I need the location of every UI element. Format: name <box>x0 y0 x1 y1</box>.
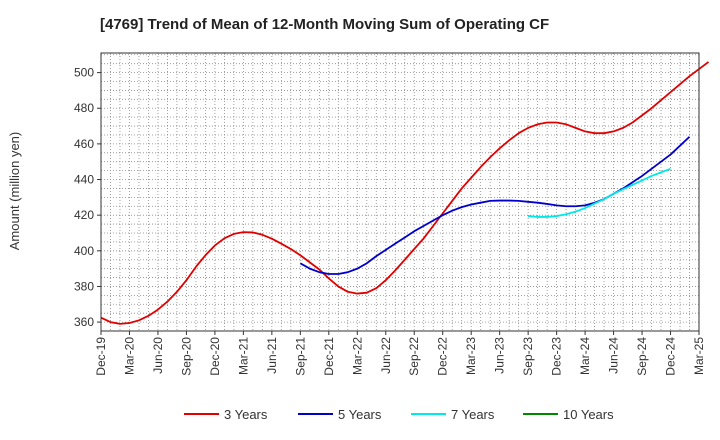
y-tick-label: 400 <box>74 244 94 258</box>
x-tick-label: Mar-20 <box>122 337 136 375</box>
y-tick-label: 460 <box>74 137 94 151</box>
chart-title: [4769] Trend of Mean of 12-Month Moving … <box>100 16 549 33</box>
x-tick-label: Mar-21 <box>236 337 250 375</box>
y-tick-label: 420 <box>74 208 94 222</box>
legend-label-5-years: 5 Years <box>338 407 382 422</box>
x-tick-label: Jun-20 <box>151 337 165 374</box>
legend: 3 Years 5 Years 7 Years 10 Years <box>184 407 614 422</box>
y-axis-label: Amount (million yen) <box>7 132 22 251</box>
x-tick-label: Mar-25 <box>692 337 706 375</box>
x-tick-label: Sep-22 <box>407 337 421 376</box>
plot-frame <box>100 52 700 332</box>
y-tick-label: 380 <box>74 279 94 293</box>
x-tick-label: Jun-24 <box>607 337 621 374</box>
x-tick-label: Sep-20 <box>179 337 193 376</box>
x-tick-label: Jun-21 <box>265 337 279 374</box>
x-tick-label: Dec-22 <box>436 337 450 376</box>
x-tick-label: Dec-23 <box>550 337 564 376</box>
x-tick-label: Mar-22 <box>350 337 364 375</box>
series-layer <box>100 61 710 325</box>
x-tick-label: Dec-21 <box>322 337 336 376</box>
legend-label-3-years: 3 Years <box>224 407 268 422</box>
y-tick-label: 360 <box>74 315 94 329</box>
y-tick-label: 500 <box>74 66 94 80</box>
legend-label-10-years: 10 Years <box>563 407 614 422</box>
y-tick-label: 440 <box>74 173 94 187</box>
legend-label-7-years: 7 Years <box>451 407 495 422</box>
x-tick-label: Sep-21 <box>293 337 307 376</box>
x-tick-label: Jun-23 <box>493 337 507 374</box>
x-tick-label: Dec-20 <box>208 337 222 376</box>
y-axis-ticks: 360 380 400 420 440 460 480 500 <box>74 66 101 329</box>
x-tick-label: Mar-23 <box>464 337 478 375</box>
x-tick-label: Jun-22 <box>379 337 393 374</box>
x-tick-label: Sep-23 <box>521 337 535 376</box>
x-axis-ticks: Dec-19 Mar-20 Jun-20 Sep-20 Dec-20 Mar-21 Jun-… <box>94 331 706 376</box>
x-tick-label: Dec-24 <box>664 337 678 376</box>
x-tick-label: Sep-24 <box>635 337 649 376</box>
series-line-3-years <box>100 61 710 325</box>
series-line-5-years <box>299 136 691 275</box>
series-line-7-years <box>528 167 671 218</box>
x-tick-label: Mar-24 <box>578 337 592 375</box>
y-tick-label: 480 <box>74 101 94 115</box>
grid <box>101 53 699 331</box>
x-tick-label: Dec-19 <box>94 337 108 376</box>
